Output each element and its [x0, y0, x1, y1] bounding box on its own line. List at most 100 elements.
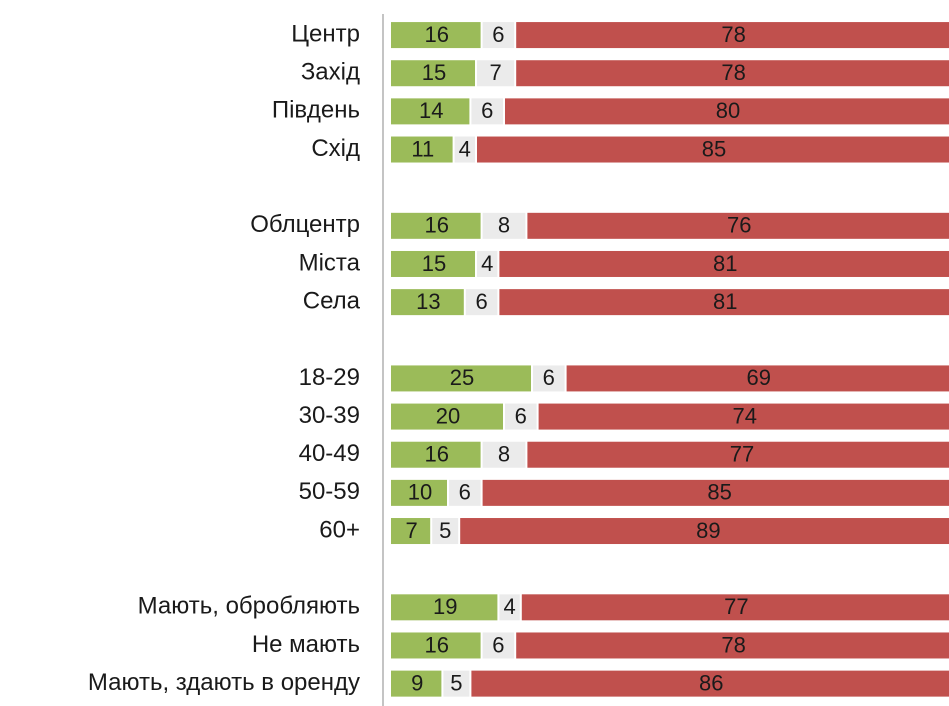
- bar-segment: [391, 632, 481, 659]
- data-label: 14: [419, 98, 443, 123]
- data-label: 89: [696, 518, 720, 543]
- bar-segment: [432, 518, 459, 545]
- data-label: 9: [411, 670, 423, 695]
- data-label: 16: [425, 632, 449, 657]
- data-label: 69: [747, 365, 771, 390]
- bar-segment: [482, 441, 526, 468]
- bar-segment: [521, 594, 949, 621]
- bar-segment: [482, 212, 526, 239]
- data-label: 4: [503, 594, 515, 619]
- data-label: 8: [498, 442, 510, 467]
- data-label: 8: [498, 213, 510, 238]
- bar-segment: [505, 98, 949, 125]
- bar-segment: [471, 98, 503, 125]
- data-label: 81: [713, 289, 737, 314]
- category-label: 60+: [319, 516, 360, 543]
- data-label: 78: [721, 22, 745, 47]
- category-label: Центр: [291, 20, 360, 47]
- data-label: 78: [721, 60, 745, 85]
- bar-segment: [499, 250, 949, 277]
- data-label: 15: [422, 60, 446, 85]
- data-label: 20: [436, 403, 460, 428]
- bar-segment: [391, 22, 481, 49]
- category-label: Міста: [299, 249, 361, 276]
- bar-segment: [443, 670, 470, 697]
- bar-segment: [482, 22, 515, 49]
- data-label: 10: [408, 480, 432, 505]
- data-label: 4: [481, 251, 493, 276]
- bar-segment: [516, 22, 949, 49]
- category-label: Села: [303, 287, 361, 314]
- data-label: 77: [724, 594, 748, 619]
- bar-segment: [391, 60, 475, 87]
- bar-segment: [516, 632, 949, 659]
- bar-segment: [391, 670, 442, 697]
- data-label: 6: [492, 632, 504, 657]
- data-label: 81: [713, 251, 737, 276]
- bar-segment: [391, 441, 481, 468]
- bar-segment: [566, 365, 949, 392]
- data-label: 78: [721, 632, 745, 657]
- bar-segment: [449, 479, 481, 506]
- bar-segment: [465, 289, 498, 316]
- data-label: 7: [405, 518, 417, 543]
- bar-segment: [533, 365, 565, 392]
- data-label: 85: [702, 136, 726, 161]
- bar-segment: [482, 632, 515, 659]
- data-label: 16: [425, 22, 449, 47]
- bar-segment: [391, 212, 481, 239]
- data-label: 6: [515, 403, 527, 428]
- category-label: Схід: [311, 135, 360, 162]
- data-label: 80: [716, 98, 740, 123]
- data-label: 86: [699, 670, 723, 695]
- category-label: Захід: [301, 59, 360, 86]
- bar-segment: [477, 250, 498, 277]
- data-label: 13: [416, 289, 440, 314]
- category-label: Мають, здають в оренду: [88, 669, 360, 696]
- data-label: 6: [543, 365, 555, 390]
- data-label: 6: [492, 22, 504, 47]
- category-label: 18-29: [299, 364, 360, 391]
- data-label: 74: [733, 403, 757, 428]
- category-label: 40-49: [299, 440, 360, 467]
- bar-segment: [527, 212, 949, 239]
- bar-segment: [391, 365, 531, 392]
- data-label: 5: [450, 670, 462, 695]
- bar-segment: [499, 289, 949, 316]
- bar-segment: [505, 403, 537, 430]
- category-label: Не мають: [252, 631, 360, 658]
- data-label: 6: [481, 98, 493, 123]
- bar-segment: [391, 289, 464, 316]
- data-label: 16: [425, 442, 449, 467]
- bar-segment: [482, 479, 949, 506]
- data-label: 15: [422, 251, 446, 276]
- data-label: 11: [411, 136, 434, 161]
- data-label: 6: [475, 289, 487, 314]
- bar-segment: [391, 136, 453, 163]
- bar-segment: [454, 136, 475, 163]
- category-label: 30-39: [299, 402, 360, 429]
- data-label: 19: [433, 594, 457, 619]
- bar-segment: [460, 518, 949, 545]
- bar-segment: [391, 403, 503, 430]
- data-label: 4: [459, 136, 471, 161]
- bar-segment: [391, 250, 475, 277]
- category-label: Південь: [272, 97, 360, 124]
- bar-segment: [391, 594, 498, 621]
- data-label: 5: [439, 518, 451, 543]
- bar-segment: [471, 670, 949, 697]
- bar-segment: [391, 518, 431, 545]
- data-label: 6: [459, 480, 471, 505]
- bar-segment: [391, 479, 447, 506]
- bar-segment: [499, 594, 520, 621]
- category-label: Мають, обробляють: [138, 593, 360, 620]
- data-label: 77: [730, 442, 754, 467]
- category-label: 50-59: [299, 478, 360, 505]
- bar-segment: [477, 60, 515, 87]
- bar-segment: [516, 60, 949, 87]
- data-label: 85: [707, 480, 731, 505]
- bar-segment: [391, 98, 470, 125]
- bar-segment: [477, 136, 949, 163]
- bar-segment: [527, 441, 949, 468]
